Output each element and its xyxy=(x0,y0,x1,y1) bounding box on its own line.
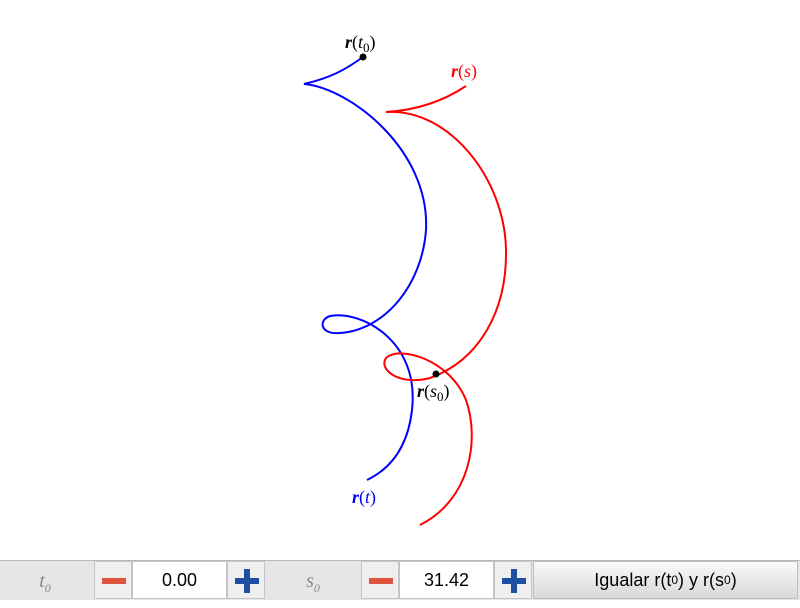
curve-r-s xyxy=(383,85,508,526)
label-r-t0: r(t0) xyxy=(345,32,376,55)
point-r-s0[interactable] xyxy=(432,370,440,378)
label-r-s: r(s) xyxy=(451,61,477,82)
s0-label: s0 xyxy=(306,570,320,595)
t0-label: t0 xyxy=(39,570,51,595)
s0-decrease-button[interactable] xyxy=(361,561,399,599)
s0-value-field[interactable] xyxy=(399,561,494,599)
label-r-s0: r(s0) xyxy=(417,381,450,404)
plot-canvas: r(t0) r(s) r(s0) r(t) xyxy=(303,32,508,526)
point-r-t0[interactable] xyxy=(359,53,367,61)
t0-increase-button[interactable] xyxy=(227,561,265,599)
s0-increase-button[interactable] xyxy=(494,561,532,599)
match-points-button[interactable]: Igualar r(t 0) y r(s 0) xyxy=(533,561,798,599)
label-r-t: r(t) xyxy=(352,487,376,508)
t0-decrease-button[interactable] xyxy=(94,561,132,599)
control-bar: t0 s0 Igualar r(t0) y r(s0) xyxy=(0,560,800,600)
curve-r-t xyxy=(303,56,428,481)
t0-value-field[interactable] xyxy=(132,561,227,599)
